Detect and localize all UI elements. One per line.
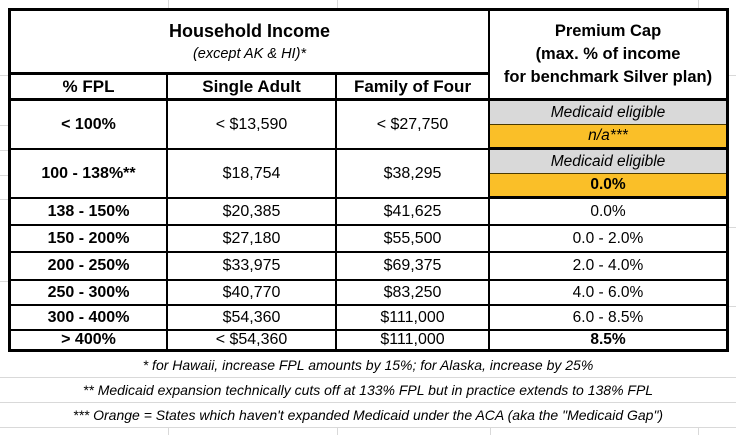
footnote-medicaid-gap: *** Orange = States which haven't expand… xyxy=(0,403,736,428)
single-adult-cell-row-5: $40,770 xyxy=(168,281,337,306)
gridline xyxy=(698,428,699,435)
gridline xyxy=(0,125,8,126)
family-of-four-cell-row-5: $83,250 xyxy=(337,281,490,306)
gridline xyxy=(698,0,699,8)
gridline xyxy=(729,227,736,228)
fpl-cell-row-2: 138 - 150% xyxy=(11,199,168,226)
premium-cap-line-2: (max. % of income xyxy=(535,45,681,63)
gridline xyxy=(729,75,736,76)
gridline xyxy=(0,150,8,151)
premium-cap-cell-row-4: 2.0 - 4.0% xyxy=(490,253,726,281)
household-income-title: Household Income xyxy=(168,21,330,42)
gridline xyxy=(337,428,338,435)
medicaid-eligible-cell-row-0: Medicaid eligible xyxy=(490,101,726,125)
footnote-medicaid-expansion: ** Medicaid expansion technically cuts o… xyxy=(0,378,736,403)
fpl-cell-row-5: 250 - 300% xyxy=(11,281,168,306)
footnote-hawaii-alaska: * for Hawaii, increase FPL amounts by 15… xyxy=(0,352,736,378)
premium-cap-line-3: for benchmark Silver plan) xyxy=(503,68,713,86)
gridline xyxy=(168,428,169,435)
family-of-four-cell-row-7: $111,000 xyxy=(337,331,490,349)
gridline xyxy=(490,428,491,435)
single-adult-cell-row-3: $27,180 xyxy=(168,226,337,253)
footnotes: * for Hawaii, increase FPL amounts by 15… xyxy=(0,352,736,428)
gridline xyxy=(0,281,8,282)
gridline xyxy=(0,175,8,176)
premium-cap-cell-row-5: 4.0 - 6.0% xyxy=(490,281,726,306)
fpl-cell-row-7: > 400% xyxy=(11,331,168,349)
single-adult-cell-row-6: $54,360 xyxy=(168,306,337,331)
fpl-cell-row-1: 100 - 138%** xyxy=(11,150,168,199)
single-adult-cell-row-0: < $13,590 xyxy=(168,101,337,150)
family-of-four-cell-row-4: $69,375 xyxy=(337,253,490,281)
premium-cap-header-cell: Premium Cap (max. % of income for benchm… xyxy=(490,11,726,101)
premium-cap-cell-row-3: 0.0 - 2.0% xyxy=(490,226,726,253)
premium-cap-cell-row-7: 8.5% xyxy=(590,331,626,349)
fpl-cell-row-4: 200 - 250% xyxy=(11,253,168,281)
single-adult-cell-row-2: $20,385 xyxy=(168,199,337,226)
fpl-cell-row-3: 150 - 200% xyxy=(11,226,168,253)
family-of-four-cell-row-0: < $27,750 xyxy=(337,101,490,150)
gridline xyxy=(337,0,338,8)
fpl-cell-row-0: < 100% xyxy=(11,101,168,150)
gridline xyxy=(729,306,736,307)
column-header-fpl: % FPL xyxy=(11,75,168,101)
income-premium-table: Household Income (except AK & HI)* Premi… xyxy=(8,8,729,352)
family-of-four-cell-row-3: $55,500 xyxy=(337,226,490,253)
family-of-four-cell-row-1: $38,295 xyxy=(337,150,490,199)
gridline xyxy=(0,199,8,200)
household-income-subtitle: (except AK & HI)* xyxy=(192,45,307,62)
fpl-cell-row-6: 300 - 400% xyxy=(11,306,168,331)
single-adult-cell-row-7: < $54,360 xyxy=(168,331,337,349)
gridline xyxy=(0,75,8,76)
gridline xyxy=(168,0,169,8)
medicaid-eligible-cell-row-1: Medicaid eligible xyxy=(490,150,726,174)
family-of-four-cell-row-6: $111,000 xyxy=(337,306,490,331)
family-of-four-cell-row-2: $41,625 xyxy=(337,199,490,226)
column-header-single-adult: Single Adult xyxy=(168,75,337,101)
premium-cap-line-1: Premium Cap xyxy=(554,22,662,40)
column-header-family-of-four: Family of Four xyxy=(337,75,490,101)
single-adult-cell-row-4: $33,975 xyxy=(168,253,337,281)
single-adult-cell-row-1: $18,754 xyxy=(168,150,337,199)
medicaid-gap-cell-row-1: 0.0% xyxy=(490,174,726,199)
premium-cap-cell-row-2: 0.0% xyxy=(490,199,726,226)
household-income-header-cell: Household Income (except AK & HI)* xyxy=(11,11,490,75)
medicaid-gap-cell-row-0: n/a*** xyxy=(490,125,726,150)
premium-cap-cell-row-6: 6.0 - 8.5% xyxy=(490,306,726,331)
